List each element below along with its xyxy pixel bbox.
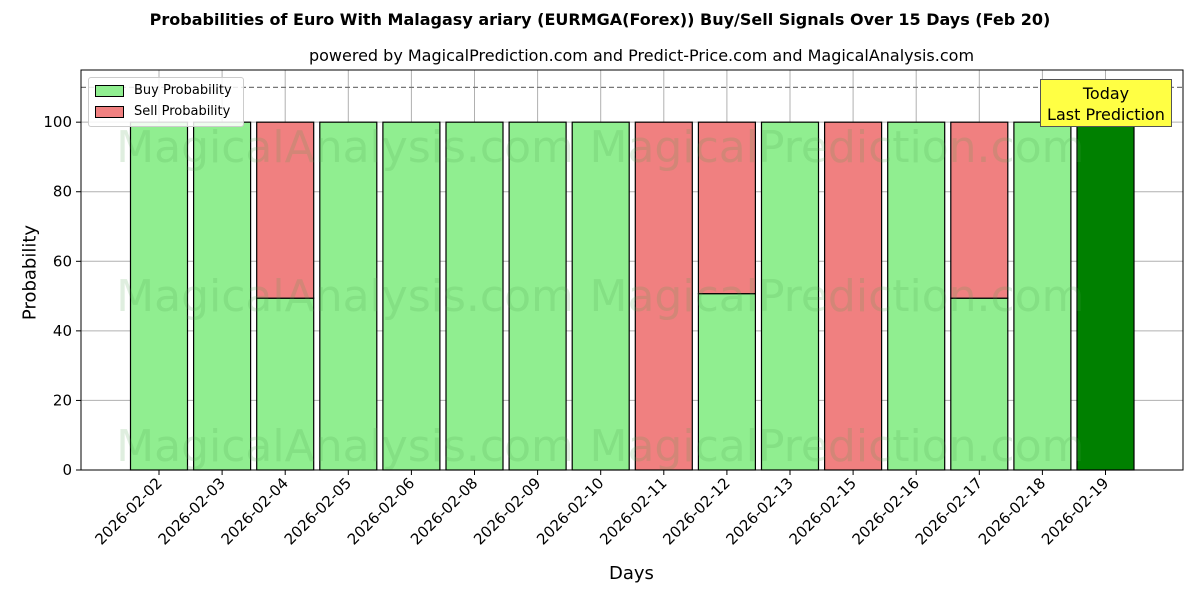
x-axis-label: Days bbox=[609, 563, 654, 584]
buy-bar bbox=[950, 297, 1009, 471]
buy-bar bbox=[508, 121, 567, 471]
y-tick-label: 80 bbox=[53, 183, 72, 201]
x-tick-label: 2026-02-19 bbox=[1038, 474, 1112, 548]
sell-bar bbox=[697, 121, 757, 295]
buy-bar bbox=[129, 121, 189, 471]
chart-legend: Buy Probability Sell Probability bbox=[88, 77, 244, 127]
watermark: MagicalAnalysis.com bbox=[116, 271, 574, 322]
watermark: MagicalAnalysis.com bbox=[116, 122, 574, 173]
y-axis-label: Probability bbox=[19, 224, 41, 321]
sell-bar bbox=[634, 121, 693, 471]
chart-title: Probabilities of Euro With Malagasy aria… bbox=[149, 10, 1051, 29]
x-tick-label: 2026-02-04 bbox=[218, 474, 292, 548]
legend-label-sell: Sell Probability bbox=[134, 104, 231, 119]
watermark: MagicalPrediction.com bbox=[590, 421, 1085, 472]
today-annotation: Today Last Prediction bbox=[1040, 79, 1172, 127]
buy-bar bbox=[887, 121, 946, 471]
annotation-line-2: Last Prediction bbox=[1047, 105, 1165, 124]
watermark: MagicalAnalysis.com bbox=[116, 421, 574, 472]
legend-item-buy: Buy Probability bbox=[95, 83, 232, 98]
y-tick-label: 100 bbox=[43, 113, 72, 131]
x-tick-label: 2026-02-03 bbox=[155, 474, 229, 548]
x-tick-label: 2026-02-17 bbox=[912, 474, 986, 548]
watermark: MagicalPrediction.com bbox=[590, 122, 1085, 173]
legend-label-buy: Buy Probability bbox=[134, 83, 232, 98]
sell-bar bbox=[256, 121, 315, 299]
x-tick-label: 2026-02-11 bbox=[596, 474, 670, 548]
x-tick-label: 2026-02-10 bbox=[533, 474, 607, 548]
buy-bar bbox=[1076, 121, 1135, 471]
sell-swatch-icon bbox=[95, 105, 124, 118]
buy-bar bbox=[445, 121, 504, 471]
y-tick-label: 20 bbox=[53, 391, 72, 409]
y-tick-label: 40 bbox=[53, 322, 72, 340]
y-tick-label: 0 bbox=[62, 461, 72, 479]
sell-bar bbox=[823, 121, 883, 471]
x-tick-label: 2026-02-18 bbox=[975, 474, 1049, 548]
x-tick-label: 2026-02-16 bbox=[849, 474, 923, 548]
x-tick-label: 2026-02-12 bbox=[659, 474, 733, 548]
x-tick-label: 2026-02-09 bbox=[470, 474, 544, 548]
x-tick-label: 2026-02-08 bbox=[407, 474, 481, 548]
sell-bar bbox=[950, 121, 1009, 299]
legend-item-sell: Sell Probability bbox=[95, 104, 230, 119]
x-tick-label: 2026-02-15 bbox=[786, 474, 860, 548]
buy-bar bbox=[382, 121, 441, 471]
x-tick-label: 2026-02-13 bbox=[722, 474, 796, 548]
buy-swatch-icon bbox=[95, 84, 124, 97]
watermark: MagicalPrediction.com bbox=[590, 271, 1085, 322]
y-tick-label: 60 bbox=[53, 252, 72, 270]
x-tick-label: 2026-02-05 bbox=[281, 474, 355, 548]
x-tick-label: 2026-02-06 bbox=[344, 474, 418, 548]
annotation-line-1: Today bbox=[1082, 84, 1130, 103]
chart-subtitle: powered by MagicalPrediction.com and Pre… bbox=[308, 46, 975, 65]
x-tick-label: 2026-02-02 bbox=[91, 474, 165, 548]
plot-frame bbox=[80, 69, 1184, 471]
buy-bar bbox=[760, 121, 820, 471]
